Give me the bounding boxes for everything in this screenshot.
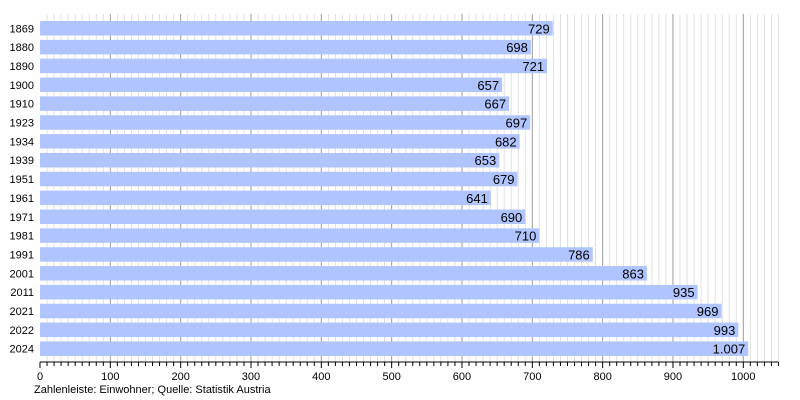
bar-1991: [40, 247, 593, 262]
value-label-2011: 935: [673, 285, 695, 300]
value-label-1991: 786: [568, 247, 590, 262]
year-label-1910: 1910: [10, 99, 34, 111]
bar-1910: [40, 96, 510, 111]
bar-2001: [40, 266, 647, 281]
x-tick-label-100: 100: [101, 371, 119, 383]
value-label-1951: 679: [493, 172, 515, 187]
x-tick-label-1000: 1000: [731, 371, 755, 383]
x-tick-label-200: 200: [171, 371, 189, 383]
bars: 1869 729 1880 698 1890 721 1900 657 1910 667 1923 6…: [10, 21, 749, 357]
year-label-1961: 1961: [10, 193, 34, 205]
value-label-1890: 721: [522, 59, 544, 74]
value-label-1981: 710: [515, 229, 537, 244]
x-tick-label-700: 700: [523, 371, 541, 383]
bar-1900: [40, 77, 503, 93]
bar-1951: [40, 171, 518, 187]
bar-1981: [40, 228, 540, 243]
bar-1961: [40, 190, 491, 206]
year-label-1900: 1900: [10, 80, 34, 92]
year-label-1934: 1934: [10, 136, 34, 148]
bar-1934: [40, 134, 520, 149]
x-tick-label-800: 800: [593, 371, 611, 383]
bar-1939: [40, 152, 500, 168]
value-label-1961: 641: [466, 191, 488, 206]
value-label-2021: 969: [697, 304, 719, 319]
year-label-1951: 1951: [10, 174, 34, 186]
year-label-1939: 1939: [10, 155, 34, 167]
year-label-1890: 1890: [10, 61, 34, 73]
value-label-1971: 690: [501, 210, 523, 225]
value-label-1923: 697: [505, 116, 527, 131]
x-tick-label-600: 600: [453, 371, 471, 383]
chart-footnote: Zahlenleiste: Einwohner; Quelle: Statist…: [34, 384, 272, 396]
value-label-1910: 667: [484, 97, 506, 112]
year-label-2024: 2024: [10, 344, 34, 356]
bar-2024: [40, 341, 749, 356]
bar-2021: [40, 303, 722, 319]
x-tick-label-0: 0: [37, 371, 43, 383]
value-label-2001: 863: [622, 266, 644, 281]
x-tick-label-300: 300: [242, 371, 260, 383]
value-label-2024: 1.007: [713, 342, 746, 357]
bar-1869: [40, 21, 553, 36]
value-label-1869: 729: [528, 21, 550, 36]
bar-2011: [40, 284, 698, 300]
bar-1923: [40, 115, 531, 130]
x-tick-label-900: 900: [664, 371, 682, 383]
value-label-1939: 653: [475, 153, 497, 168]
year-label-2021: 2021: [10, 306, 34, 318]
bar-2022: [40, 322, 739, 338]
bar-1971: [40, 209, 526, 224]
value-label-2022: 993: [714, 323, 736, 338]
year-label-1981: 1981: [10, 231, 34, 243]
year-label-1991: 1991: [10, 249, 34, 261]
bar-1890: [40, 58, 548, 74]
value-label-1880: 698: [506, 40, 528, 55]
value-label-1934: 682: [495, 134, 517, 149]
bar-1880: [40, 39, 531, 55]
year-label-1971: 1971: [10, 212, 34, 224]
year-label-2022: 2022: [10, 325, 34, 337]
x-tick-label-400: 400: [312, 371, 330, 383]
year-label-1880: 1880: [10, 42, 34, 54]
x-axis: 0 100 200 300 400 500 600 700 800 900 1000: [37, 361, 779, 383]
value-label-1900: 657: [477, 78, 499, 93]
x-tick-label-500: 500: [382, 371, 400, 383]
year-label-2001: 2001: [10, 268, 34, 280]
year-label-2011: 2011: [10, 287, 34, 299]
year-label-1869: 1869: [10, 23, 34, 35]
year-label-1923: 1923: [10, 118, 34, 130]
